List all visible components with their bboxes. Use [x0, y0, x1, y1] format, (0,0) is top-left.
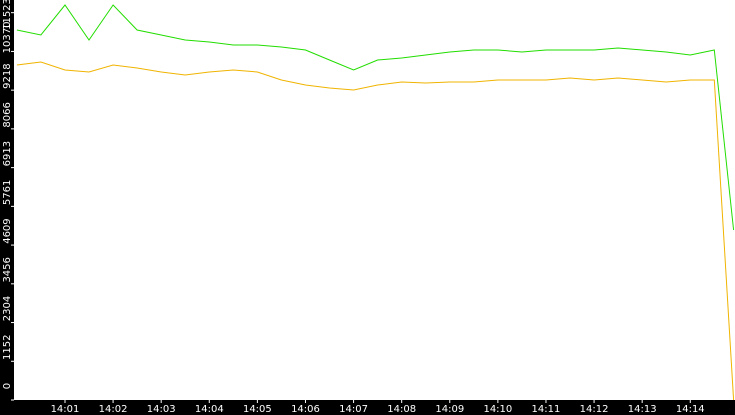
- x-tick-label: 14:02: [99, 404, 128, 415]
- y-tick-label: 8066: [2, 102, 13, 127]
- x-tick-label: 14:07: [339, 404, 368, 415]
- x-tick-label: 14:03: [147, 404, 176, 415]
- x-tick-label: 14:12: [580, 404, 609, 415]
- y-tick-label: 2304: [2, 296, 13, 321]
- x-tick-label: 14:01: [51, 404, 80, 415]
- plot-area: [14, 0, 735, 400]
- y-tick-label: 10370: [2, 22, 13, 54]
- x-tick-label: 14:06: [291, 404, 320, 415]
- x-tick-label: 14:11: [532, 404, 561, 415]
- y-tick-label: 3456: [2, 257, 13, 282]
- y-tick-label: 11523: [2, 0, 13, 30]
- y-tick-label: 6913: [2, 141, 13, 166]
- x-tick-label: 14:08: [387, 404, 416, 415]
- x-tick-label: 14:09: [435, 404, 464, 415]
- series-line: [16, 61, 735, 401]
- x-tick-label: 14:13: [628, 404, 657, 415]
- y-tick-label: 4609: [2, 218, 13, 243]
- x-tick-label: 14:10: [483, 404, 512, 415]
- y-tick-label: 0: [2, 383, 13, 389]
- x-tick-label: 14:05: [243, 404, 272, 415]
- series-line: [16, 4, 735, 231]
- y-tick-label: 5761: [2, 180, 13, 205]
- x-tick-label: 14:04: [195, 404, 224, 415]
- y-tick-label: 9218: [2, 63, 13, 88]
- y-tick-label: 1152: [2, 335, 13, 360]
- x-tick-label: 14:14: [676, 404, 705, 415]
